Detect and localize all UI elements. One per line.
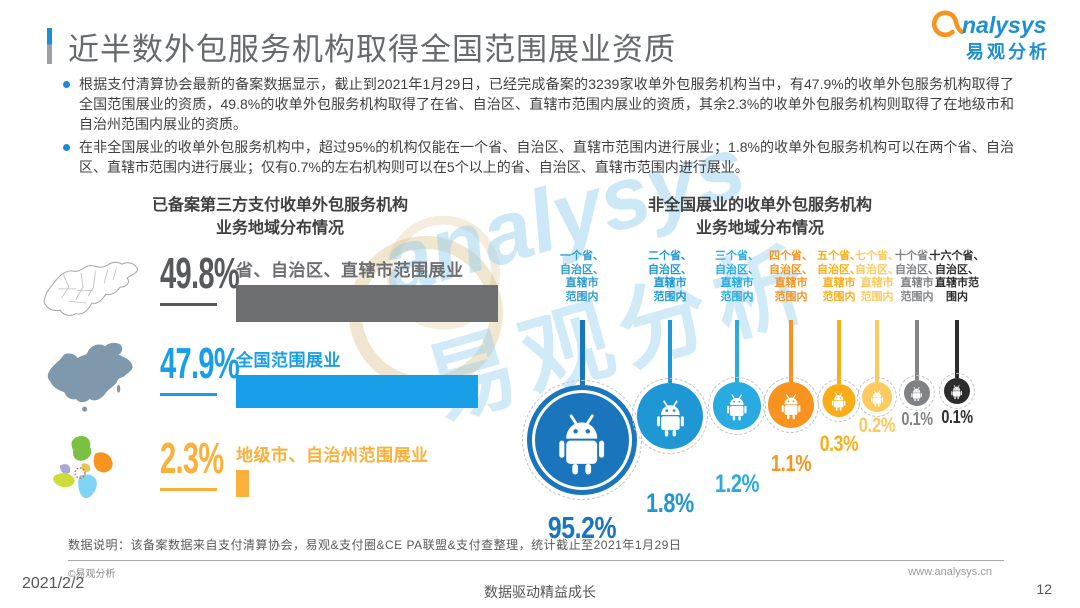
row-value-block: 47.9% [160, 342, 280, 396]
region-column-6: 七个省、 自治区、 直辖市 范围内 0.2% [837, 250, 917, 437]
page-number: 12 [1036, 581, 1052, 597]
region-label: 十个省、 自治区、 直辖市 范围内 [895, 250, 939, 303]
bullet-item: 根据支付清算协会最新的备案数据显示，截止到2021年1月29日，已经完成备案的3… [62, 74, 1014, 134]
android-icon [781, 394, 801, 420]
row-label: 全国范围展业 [236, 351, 341, 370]
android-bubble [857, 377, 897, 417]
left-chart-title-line1: 已备案第三方支付收单外包服务机构 [151, 197, 408, 214]
region-label: 四个省、 自治区、 直辖市 范围内 [769, 250, 813, 303]
lollipop-stem [579, 320, 585, 385]
android-bubble [939, 373, 975, 409]
android-bubble [817, 379, 861, 422]
row-value: 49.8% [160, 249, 240, 298]
row-value-block: 2.3% [160, 437, 256, 491]
logo-brand-text: nalysys [962, 12, 1046, 38]
region-label: 一个省、 自治区、 直辖市 范围内 [560, 250, 604, 303]
region-column-4: 四个省、 自治区、 直辖市 范围内 1.1% [751, 250, 831, 476]
bar-city-scope [236, 470, 249, 497]
summary-bullets: 根据支付清算协会最新的备案数据显示，截止到2021年1月29日，已经完成备案的3… [62, 74, 1014, 180]
percent-value: 0.1% [941, 407, 973, 427]
left-chart-row: 47.9% 全国范围展业 [35, 337, 515, 429]
china-map-icon [47, 342, 133, 412]
percent-value: 0.3% [819, 431, 859, 456]
android-bubble [522, 380, 642, 500]
row-label: 地级市、自治州范围展业 [236, 446, 429, 465]
lollipop-stem [875, 320, 879, 382]
region-label: 七个省、 自治区、 直辖市 范围内 [855, 250, 899, 303]
lollipop-stem [668, 320, 672, 383]
lollipop-stem [915, 320, 919, 380]
percent-value: 0.1% [901, 409, 933, 429]
left-chart-title-line2: 业务地域分布情况 [215, 220, 344, 237]
title-accent-bar [47, 28, 52, 64]
android-icon [870, 389, 884, 407]
region-column-8: 十六个省、 自治区、 直辖市范 围内 0.1% [917, 250, 997, 427]
left-chart-title: 已备案第三方支付收单外包服务机构 业务地域分布情况 [90, 194, 470, 240]
region-label: 十六个省、 自治区、 直辖市范 围内 [929, 250, 985, 303]
percent-value: 0.2% [858, 414, 896, 437]
region-label: 三个省、 自治区、 直辖市 范围内 [715, 250, 759, 303]
android-icon [726, 394, 748, 422]
region-label: 五个省、 自治区、 直辖市 范围内 [817, 250, 861, 303]
android-icon [655, 400, 685, 438]
left-chart-row: 49.8% 省、自治区、直辖市范围展业 [35, 247, 515, 339]
percent-value: 1.2% [715, 470, 759, 498]
bar-national-scope [236, 375, 478, 408]
right-chart-title: 非全国展业的收单外包服务机构 业务地域分布情况 [560, 194, 960, 240]
android-icon [911, 386, 923, 402]
right-chart-title-line2: 业务地域分布情况 [695, 220, 824, 237]
android-icon [951, 384, 963, 400]
android-icon [831, 392, 847, 412]
row-label: 省、自治区、直辖市范围展业 [236, 261, 464, 280]
footer-slogan: 数据驱动精益成长 [484, 584, 596, 600]
logo-brand-cn-text: 易观分析 [966, 41, 1050, 62]
city-region-map-icon [53, 435, 113, 499]
region-column-1: 一个省、 自治区、 直辖市 范围内 95.2% [522, 250, 642, 545]
lollipop-stem [789, 320, 793, 382]
row-value: 2.3% [160, 434, 224, 483]
region-label: 二个省、 自治区、 直辖市 范围内 [648, 250, 692, 303]
slide-date: 2021/2/2 [22, 575, 85, 592]
row-value: 47.9% [160, 339, 240, 388]
percent-value: 1.1% [770, 450, 812, 476]
region-column-2: 二个省、 自治区、 直辖市 范围内 1.8% [630, 250, 710, 518]
value-underline [160, 488, 217, 491]
bullet-item: 在非全国展业的收单外包服务机构中，超过95%的机构仅能在一个省、自治区、直辖市范… [62, 137, 1014, 177]
lollipop-stem [837, 320, 841, 384]
android-bubble [899, 375, 935, 411]
percent-value: 1.8% [646, 488, 694, 518]
region-column-7: 十个省、 自治区、 直辖市 范围内 0.1% [877, 250, 957, 429]
bar-province-scope [236, 285, 498, 322]
province-map-icon [43, 261, 139, 316]
android-bubble [632, 378, 708, 454]
android-icon [558, 413, 606, 476]
data-source-note: 数据说明：该备案数据来自支付清算协会，易观&支付圈&CE PA联盟&支付查整理，… [68, 538, 682, 552]
lollipop-stem [955, 320, 959, 378]
region-column-3: 三个省、 自治区、 直辖市 范围内 1.2% [697, 250, 777, 498]
right-chart-title-line1: 非全国展业的收单外包服务机构 [647, 197, 872, 214]
value-underline [160, 303, 217, 306]
row-value-block: 49.8% [160, 252, 280, 306]
left-chart-row: 2.3% 地级市、自治州范围展业 [35, 432, 515, 524]
website-url: www.analysys.cn [908, 566, 992, 578]
footer-divider [68, 560, 1004, 561]
analysys-logo-icon: nalysys 易观分析 [931, 10, 1050, 62]
copyright: ©易观分析 [68, 569, 116, 580]
android-bubble [708, 377, 766, 435]
value-underline [160, 393, 217, 396]
region-column-5: 五个省、 自治区、 直辖市 范围内 0.3% [799, 250, 879, 456]
lollipop-stem [735, 320, 739, 382]
android-bubble [763, 377, 819, 433]
page-title: 近半数外包服务机构取得全国范围展业资质 [68, 32, 676, 67]
percent-value: 95.2% [547, 510, 617, 545]
